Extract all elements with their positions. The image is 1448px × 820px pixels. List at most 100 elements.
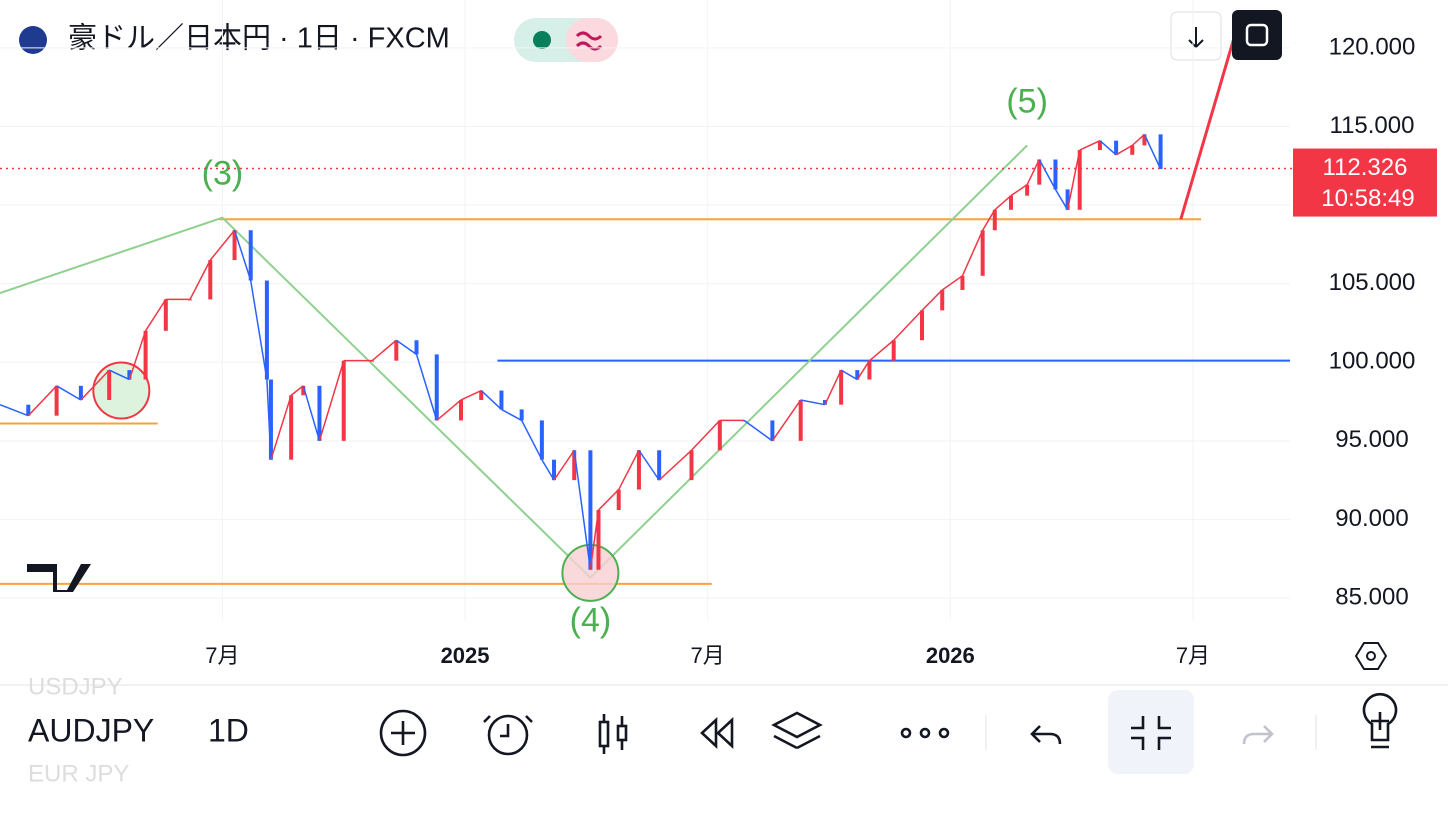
candle-wick <box>921 289 943 311</box>
candle-wick <box>233 230 252 281</box>
interval[interactable]: 1D <box>208 712 249 748</box>
x-tick-label: 7月 <box>205 643 239 668</box>
candle <box>572 450 577 481</box>
candle-wick <box>56 385 82 401</box>
candle <box>519 409 524 421</box>
candle-wick <box>266 379 272 460</box>
candle-wick <box>209 229 236 261</box>
candle-icon[interactable] <box>598 720 610 748</box>
candle-wick <box>480 389 502 410</box>
candle <box>268 379 273 460</box>
symbol[interactable]: AUDJPY <box>28 712 154 748</box>
candle <box>459 399 464 421</box>
candle-wick <box>1115 144 1133 156</box>
candle-wick <box>941 275 963 291</box>
candle <box>127 370 132 380</box>
candle <box>980 230 985 276</box>
candle <box>1077 150 1082 210</box>
candle <box>232 230 237 261</box>
last-price-label: 112.326 <box>1323 154 1408 181</box>
candle <box>616 489 621 510</box>
redo-icon[interactable] <box>1242 725 1274 745</box>
candle-wick <box>840 369 858 381</box>
candle-wick <box>80 369 110 401</box>
candle <box>107 370 112 400</box>
price-tag <box>1293 148 1437 217</box>
add-icon[interactable] <box>379 709 427 757</box>
candle-wick <box>618 449 640 490</box>
candle <box>920 310 925 341</box>
candle <box>940 289 945 311</box>
x-tick-label: 2026 <box>926 643 975 668</box>
x-tick-label: 7月 <box>691 643 725 668</box>
alert-hands <box>483 715 533 738</box>
candle-wick <box>1054 188 1069 211</box>
candle <box>1142 134 1147 146</box>
y-tick-label: 85.000 <box>1335 583 1408 610</box>
candle-wick <box>1143 134 1162 170</box>
candle-wick <box>1099 140 1117 156</box>
undo-icon[interactable] <box>1030 725 1062 745</box>
candle-wick <box>144 298 167 332</box>
candle-wick <box>108 369 130 381</box>
candle-wick <box>0 403 29 417</box>
candle-wick <box>27 385 58 417</box>
layers-icon[interactable] <box>771 711 823 750</box>
candle-wick <box>1026 159 1040 185</box>
candle-wick <box>1079 139 1101 151</box>
candle <box>798 399 803 441</box>
candle <box>317 385 322 441</box>
candle <box>717 420 722 451</box>
candle <box>414 340 419 355</box>
candle <box>891 340 896 361</box>
candle <box>689 450 694 481</box>
candle <box>588 450 593 570</box>
candle-wick <box>501 408 523 422</box>
candle-wick <box>128 330 147 380</box>
settings-icon-dot <box>1366 651 1376 661</box>
replay-icon[interactable] <box>700 717 734 749</box>
settings-icon[interactable] <box>1354 642 1388 670</box>
zoom-button[interactable] <box>1108 690 1194 774</box>
alert-icon[interactable] <box>487 714 529 756</box>
candle-wick <box>982 209 996 231</box>
candle-wicks <box>602 714 624 754</box>
candle <box>992 209 997 231</box>
arrow-line <box>1179 39 1235 220</box>
market-open-dot <box>533 31 551 49</box>
y-tick-label: 100.000 <box>1329 348 1416 375</box>
y-tick-label: 120.000 <box>1329 33 1416 60</box>
candle <box>248 230 253 281</box>
plot: (3) (4) (5) <box>0 0 1293 640</box>
candle-wick <box>1066 149 1081 210</box>
wave-label: (4) <box>570 602 612 640</box>
more-dot <box>938 727 950 739</box>
candle <box>867 360 872 380</box>
fullscreen-icon <box>1245 23 1269 47</box>
candle <box>822 399 827 405</box>
candle-wick <box>371 339 397 362</box>
candle-wick <box>436 399 462 421</box>
candle <box>54 385 59 416</box>
candle <box>960 275 965 290</box>
candle <box>1114 140 1119 155</box>
more-dot[interactable] <box>900 727 912 739</box>
candle <box>657 450 662 481</box>
candle-wick <box>800 399 826 406</box>
candle <box>163 299 168 331</box>
candle <box>341 360 346 441</box>
countdown-label: 10:58:49 <box>1321 185 1414 212</box>
candle <box>479 390 484 400</box>
candle <box>1008 195 1013 210</box>
candle <box>539 420 544 460</box>
status-pill-right <box>566 18 618 62</box>
candle-wick <box>961 229 984 277</box>
candle <box>770 420 775 441</box>
fullscreen-button[interactable] <box>1232 10 1282 60</box>
ideas-icon[interactable] <box>1362 692 1398 749</box>
candle <box>289 395 294 460</box>
candle-wick <box>589 509 600 570</box>
candle-wick <box>743 419 773 442</box>
